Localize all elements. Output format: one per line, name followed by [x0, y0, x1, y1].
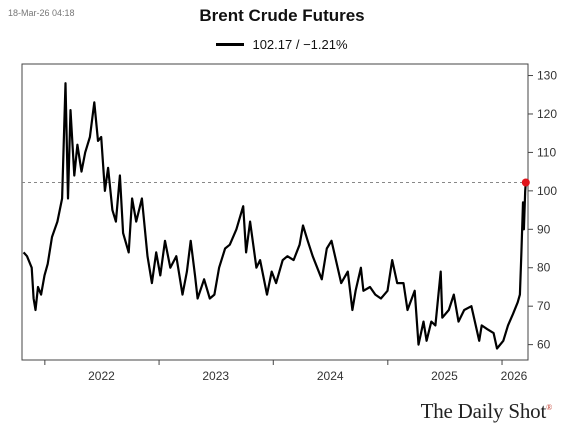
y-tick-label: 90	[537, 222, 551, 236]
y-tick-label: 110	[537, 145, 556, 159]
chart-title: Brent Crude Futures	[199, 6, 365, 25]
x-tick-label: 2026	[501, 369, 528, 383]
timestamp: 18-Mar-26 04:18	[8, 8, 75, 18]
y-tick-label: 100	[537, 184, 557, 198]
series-line	[22, 82, 527, 350]
plot-frame	[21, 63, 529, 361]
x-tick-label: 2025	[431, 369, 458, 383]
x-tick-label: 2022	[88, 369, 115, 383]
y-tick-label: 80	[537, 261, 551, 275]
x-tick-label: 2023	[202, 369, 229, 383]
watermark-logo: The Daily Shot®	[420, 399, 553, 424]
y-tick-label: 60	[537, 338, 551, 352]
y-tick-label: 130	[537, 69, 557, 83]
legend: 102.17 / −1.21%	[0, 37, 564, 52]
registered-mark-icon: ®	[546, 403, 552, 412]
y-tick-label: 120	[537, 107, 557, 121]
x-tick-label: 2024	[317, 369, 344, 383]
last-value-marker	[521, 178, 530, 187]
legend-label: 102.17 / −1.21%	[252, 37, 348, 52]
watermark-text: The Daily Shot	[420, 399, 547, 423]
y-tick-label: 70	[537, 299, 551, 313]
legend-swatch	[216, 43, 245, 46]
